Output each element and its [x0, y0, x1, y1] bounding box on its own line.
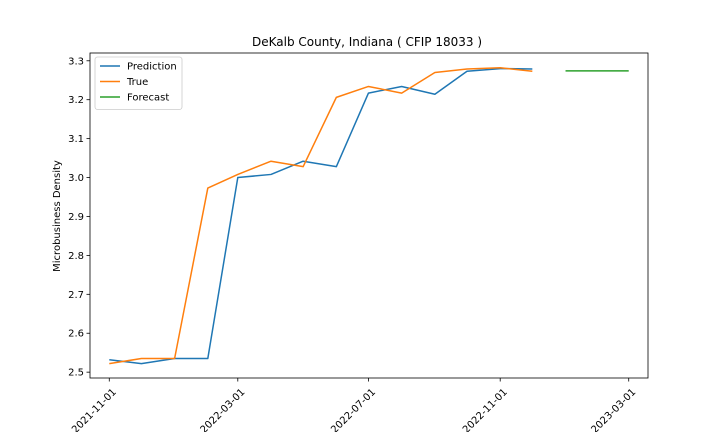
- chart-title: DeKalb County, Indiana ( CFIP 18033 ): [252, 35, 482, 49]
- y-tick-label: 2.6: [68, 329, 84, 340]
- y-tick-label: 3.0: [68, 173, 84, 184]
- plot-frame: [89, 52, 649, 379]
- series-lines: [109, 67, 629, 365]
- series-line-true: [109, 67, 533, 365]
- series-line-prediction: [109, 67, 533, 365]
- x-tick-label: 2022-11-01: [461, 387, 510, 432]
- legend-label: True: [126, 77, 148, 88]
- plot-area: [89, 52, 649, 379]
- y-axis: 2.5 2.6 2.7 2.8 2.9 3.0 3.1 3.2 3.3: [68, 56, 90, 379]
- y-tick-label: 3.3: [68, 56, 84, 67]
- x-axis: 2021-11-01 2022-03-01 2022-07-01 2022-11-01…: [70, 378, 638, 432]
- x-tick-label: 2022-03-01: [199, 387, 248, 432]
- y-tick-label: 2.5: [68, 368, 84, 379]
- x-tick-label: 2022-07-01: [329, 387, 378, 432]
- y-tick-label: 2.8: [68, 251, 84, 262]
- y-axis-label: Microbusiness Density: [52, 160, 63, 272]
- legend-label: Forecast: [127, 93, 169, 104]
- x-tick-label: 2021-11-01: [70, 387, 119, 432]
- x-tick-label: 2023-03-01: [589, 387, 638, 432]
- legend: Prediction True Forecast: [94, 56, 183, 110]
- y-tick-label: 2.7: [68, 290, 84, 301]
- y-tick-label: 3.1: [68, 134, 84, 145]
- y-tick-label: 3.2: [68, 95, 84, 106]
- legend-label: Prediction: [127, 62, 177, 73]
- y-tick-label: 2.9: [68, 212, 84, 223]
